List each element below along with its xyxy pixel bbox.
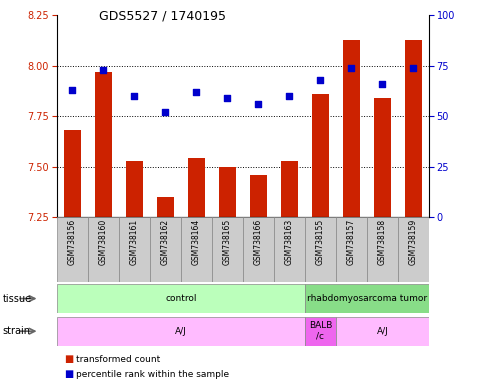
Bar — [95, 72, 112, 217]
Text: tissue: tissue — [2, 293, 32, 304]
Bar — [343, 40, 360, 217]
FancyBboxPatch shape — [212, 217, 243, 282]
Text: GDS5527 / 1740195: GDS5527 / 1740195 — [99, 10, 226, 23]
Point — [192, 89, 200, 95]
Text: GSM738155: GSM738155 — [316, 219, 325, 265]
FancyBboxPatch shape — [336, 217, 367, 282]
FancyBboxPatch shape — [57, 284, 305, 313]
Point — [161, 109, 169, 115]
FancyBboxPatch shape — [181, 217, 212, 282]
Text: GSM738166: GSM738166 — [254, 219, 263, 265]
Bar — [157, 197, 174, 217]
Text: GSM738156: GSM738156 — [68, 219, 77, 265]
Text: GSM738163: GSM738163 — [285, 219, 294, 265]
Point — [223, 95, 231, 101]
Text: GSM738162: GSM738162 — [161, 219, 170, 265]
FancyBboxPatch shape — [305, 284, 429, 313]
Text: rhabdomyosarcoma tumor: rhabdomyosarcoma tumor — [307, 294, 427, 303]
Bar — [405, 40, 422, 217]
Text: transformed count: transformed count — [76, 354, 161, 364]
Text: A/J: A/J — [175, 327, 187, 336]
FancyBboxPatch shape — [336, 317, 429, 346]
FancyBboxPatch shape — [243, 217, 274, 282]
FancyBboxPatch shape — [305, 317, 336, 346]
FancyBboxPatch shape — [88, 217, 119, 282]
Text: GSM738165: GSM738165 — [223, 219, 232, 265]
FancyBboxPatch shape — [150, 217, 181, 282]
Text: GSM738157: GSM738157 — [347, 219, 356, 265]
Text: ■: ■ — [64, 369, 73, 379]
FancyBboxPatch shape — [119, 217, 150, 282]
Text: control: control — [165, 294, 197, 303]
Text: ■: ■ — [64, 354, 73, 364]
Bar — [250, 175, 267, 217]
Bar — [126, 161, 143, 217]
Text: GSM738164: GSM738164 — [192, 219, 201, 265]
Text: GSM738158: GSM738158 — [378, 219, 387, 265]
Point — [130, 93, 138, 99]
Bar — [281, 161, 298, 217]
FancyBboxPatch shape — [57, 317, 305, 346]
Text: BALB
/c: BALB /c — [309, 321, 332, 341]
Text: GSM738161: GSM738161 — [130, 219, 139, 265]
Bar — [188, 159, 205, 217]
Point — [285, 93, 293, 99]
Text: GSM738160: GSM738160 — [99, 219, 108, 265]
FancyBboxPatch shape — [274, 217, 305, 282]
Bar — [312, 94, 329, 217]
Point — [254, 101, 262, 107]
FancyBboxPatch shape — [305, 217, 336, 282]
Text: percentile rank within the sample: percentile rank within the sample — [76, 370, 230, 379]
Bar — [64, 130, 81, 217]
Point — [379, 81, 387, 87]
FancyBboxPatch shape — [57, 217, 88, 282]
Text: GSM738159: GSM738159 — [409, 219, 418, 265]
Text: A/J: A/J — [377, 327, 388, 336]
Bar — [219, 167, 236, 217]
FancyBboxPatch shape — [398, 217, 429, 282]
Point — [348, 65, 355, 71]
FancyBboxPatch shape — [367, 217, 398, 282]
Point — [68, 87, 76, 93]
Point — [410, 65, 418, 71]
Bar — [374, 98, 391, 217]
Text: strain: strain — [2, 326, 31, 336]
Point — [317, 77, 324, 83]
Point — [99, 67, 107, 73]
